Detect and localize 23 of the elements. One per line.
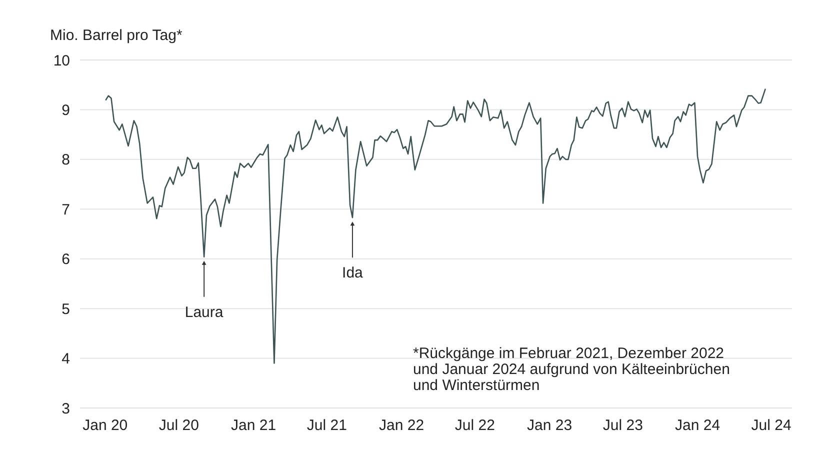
- x-tick-label: Jan 21: [231, 417, 276, 434]
- annotation: *Rückgänge im Februar 2021, Dezember 2022 und Januar 2024 aufgrund von Kälteeinbrüchen und Winterstürmen: [413, 345, 730, 394]
- y-tick-label: 8: [62, 152, 70, 169]
- y-tick-label: 3: [62, 400, 70, 418]
- line-series: [105, 88, 766, 364]
- x-tick-label: Jul 24: [751, 417, 792, 434]
- x-tick-label: Jul 23: [602, 417, 643, 434]
- y-tick-label: 10: [53, 52, 70, 70]
- x-tick-label: Jan 24: [675, 417, 720, 434]
- x-tick-label: Jan 22: [379, 417, 424, 434]
- x-tick-label: Jul 21: [306, 417, 347, 434]
- y-axis-title: Mio. Barrel pro Tag*: [50, 27, 182, 44]
- y-tick-label: 9: [62, 102, 70, 119]
- x-tick-label: Jan 23: [527, 417, 572, 434]
- y-tick-label: 6: [62, 251, 70, 268]
- annotation: Ida: [342, 264, 364, 282]
- annotation: Laura: [184, 304, 224, 321]
- y-tick-label: 7: [62, 201, 70, 218]
- y-tick-label: 5: [62, 300, 70, 318]
- x-tick-label: Jul 22: [454, 417, 495, 434]
- y-tick-label: 4: [62, 350, 70, 368]
- x-tick-label: Jan 20: [82, 417, 128, 434]
- x-tick-label: Jul 20: [158, 417, 199, 434]
